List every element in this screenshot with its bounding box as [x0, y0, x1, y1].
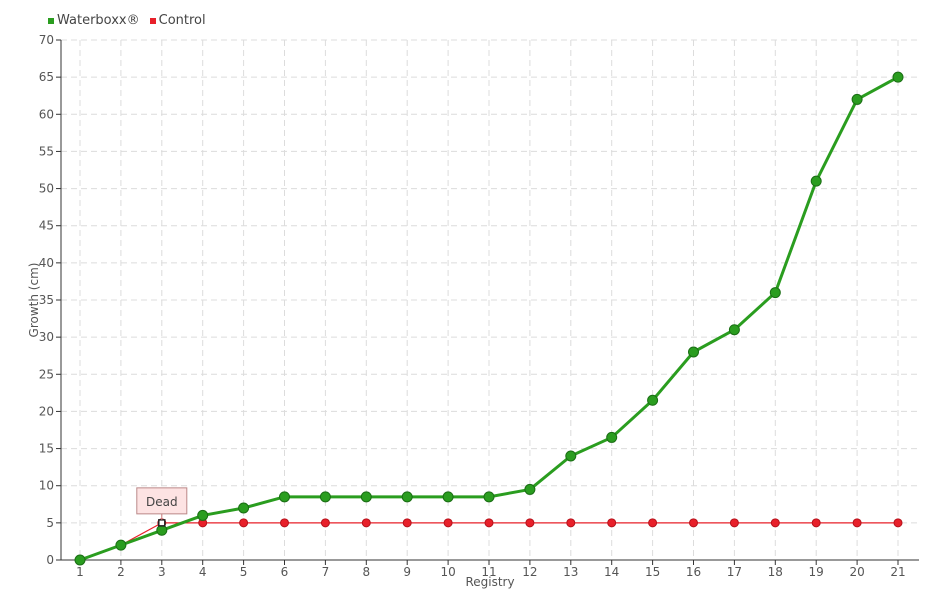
- y-tick-label: 70: [39, 33, 54, 47]
- x-tick-label: 2: [117, 565, 125, 579]
- x-tick-label: 21: [890, 565, 905, 579]
- data-point-control: [443, 518, 453, 528]
- y-tick-label: 40: [39, 256, 54, 270]
- x-tick-label: 7: [322, 565, 330, 579]
- data-point-control: [525, 518, 535, 528]
- legend-swatch-waterboxx: [48, 17, 54, 24]
- y-tick-label: 35: [39, 293, 54, 307]
- x-tick-label: 5: [240, 565, 248, 579]
- y-tick-label: 55: [39, 144, 54, 158]
- legend: Waterboxx® Control: [48, 13, 206, 28]
- data-point-waterboxx: [279, 491, 290, 503]
- data-point-control: [893, 518, 903, 528]
- data-point-waterboxx: [156, 524, 168, 536]
- y-tick-label: 0: [46, 553, 54, 567]
- y-tick-label: 10: [39, 479, 54, 493]
- data-point-waterboxx: [851, 93, 863, 105]
- data-point-control: [811, 518, 821, 528]
- x-tick-label: 19: [809, 565, 824, 579]
- data-point-waterboxx: [401, 491, 413, 503]
- data-point-waterboxx: [728, 324, 740, 336]
- data-point-waterboxx: [115, 539, 127, 551]
- y-tick-label: 30: [39, 330, 54, 344]
- x-tick-label: 10: [440, 565, 455, 579]
- x-tick-label: 16: [686, 565, 701, 579]
- x-tick-label: 3: [158, 565, 166, 579]
- x-axis-title: Registry: [465, 575, 514, 589]
- data-point-waterboxx: [810, 175, 822, 187]
- data-point-control: [852, 518, 862, 528]
- data-point-control: [607, 518, 617, 528]
- x-tick-label: 8: [362, 565, 370, 579]
- data-point-waterboxx: [688, 346, 699, 358]
- x-tick-label: 6: [281, 565, 289, 579]
- data-point-waterboxx: [238, 502, 250, 514]
- data-point-control: [320, 518, 330, 528]
- y-tick-label: 45: [39, 219, 54, 233]
- data-point-waterboxx: [483, 491, 495, 503]
- legend-label-waterboxx: Waterboxx®: [57, 13, 140, 28]
- data-point-control: [361, 518, 371, 528]
- x-tick-label: 1: [76, 565, 84, 579]
- x-tick-label: 13: [563, 565, 578, 579]
- data-point-waterboxx: [769, 287, 781, 299]
- x-tick-label: 17: [727, 565, 742, 579]
- y-tick-label: 25: [39, 367, 54, 381]
- series-line-waterboxx: [79, 75, 899, 562]
- annotation-label: Dead: [146, 495, 178, 509]
- x-tick-label: 18: [768, 565, 783, 579]
- data-point-control: [566, 518, 576, 528]
- data-point-waterboxx: [442, 491, 454, 503]
- data-point-waterboxx: [360, 491, 372, 503]
- y-tick-label: 5: [46, 516, 54, 530]
- data-point-control: [280, 518, 289, 528]
- x-tick-label: 20: [849, 565, 864, 579]
- data-point-waterboxx: [524, 483, 536, 495]
- data-point-waterboxx: [647, 394, 659, 406]
- legend-swatch-control: [149, 17, 156, 24]
- data-point-control: [729, 518, 739, 528]
- data-point-waterboxx: [319, 491, 331, 503]
- legend-item-waterboxx[interactable]: Waterboxx®: [48, 13, 140, 28]
- y-tick-label: 60: [39, 107, 54, 121]
- x-tick-label: 9: [403, 565, 411, 579]
- data-point-waterboxx: [74, 554, 86, 566]
- x-tick-label: 15: [645, 565, 660, 579]
- data-point-control: [239, 518, 249, 528]
- y-tick-label: 50: [39, 182, 54, 196]
- annotation-box: [136, 487, 188, 515]
- data-point-control: [402, 518, 412, 528]
- data-point-waterboxx: [606, 431, 618, 443]
- x-tick-label: 4: [199, 565, 207, 579]
- y-axis-title: Growth (cm): [27, 263, 41, 338]
- y-tick-label: 20: [39, 404, 54, 418]
- data-point-control: [689, 518, 698, 528]
- y-tick-label: 65: [39, 70, 54, 84]
- data-point-control: [648, 518, 658, 528]
- data-point-control: [770, 518, 780, 528]
- data-point-waterboxx: [565, 450, 577, 462]
- annotation-marker: [158, 519, 166, 527]
- x-tick-label: 14: [604, 565, 619, 579]
- data-point-control: [484, 518, 494, 528]
- y-tick-label: 15: [39, 442, 54, 456]
- data-point-waterboxx: [197, 509, 209, 521]
- x-tick-label: 11: [481, 565, 496, 579]
- legend-label-control: Control: [158, 13, 206, 28]
- data-point-waterboxx: [892, 71, 904, 83]
- x-tick-label: 12: [522, 565, 537, 579]
- legend-item-control[interactable]: Control: [149, 13, 206, 28]
